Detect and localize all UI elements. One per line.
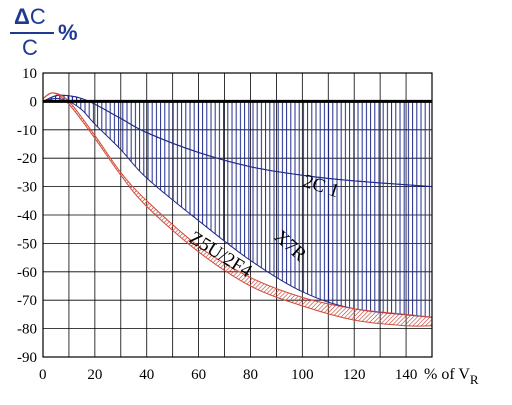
y-tick-label: -20 xyxy=(17,151,37,167)
ylabel-numerator-letter: C xyxy=(29,4,46,29)
band-2c1 xyxy=(43,95,432,187)
y-tick-label: 10 xyxy=(22,66,37,82)
x-tick-label: 140 xyxy=(395,367,418,383)
y-tick-label: -30 xyxy=(17,180,37,196)
x-tick-label: 40 xyxy=(139,367,154,383)
band-x7r xyxy=(43,95,432,318)
plot-frame xyxy=(42,72,433,358)
plot-frame-group xyxy=(42,72,433,358)
ylabel-fraction-bar xyxy=(10,32,54,34)
y-tick-label: -60 xyxy=(17,265,37,281)
x-ticks: 0 20 40 60 80 100 120 140 xyxy=(39,367,417,383)
x-tick-label: 120 xyxy=(343,367,366,383)
x-tick-label: 0 xyxy=(39,367,47,383)
band-x7r-upper-edge xyxy=(42,94,433,188)
y-tick-label: -80 xyxy=(17,322,37,338)
ylabel-denominator: C xyxy=(22,35,38,60)
y-tick-label: -50 xyxy=(17,236,37,252)
y-tick-label: 0 xyxy=(30,94,38,110)
bands xyxy=(42,92,433,327)
x-tick-label: 60 xyxy=(191,367,206,383)
y-ticks: 10 0 -10 -20 -30 -40 -50 -60 -70 -80 -90 xyxy=(17,66,37,366)
ylabel-unit: % xyxy=(58,20,78,45)
ylabel-numerator: ΔC xyxy=(14,4,46,30)
x-axis-label: % of VR xyxy=(424,366,479,387)
y-tick-label: -90 xyxy=(17,350,37,366)
x-axis-label-subscript: R xyxy=(470,372,479,387)
delta-symbol: Δ xyxy=(14,4,30,29)
band-z5u-2f4-lower-edge xyxy=(42,92,433,327)
y-tick-label: -10 xyxy=(17,123,37,139)
y-tick-label: -40 xyxy=(17,208,37,224)
x-tick-label: 20 xyxy=(87,367,102,383)
x-axis-label-prefix: % of V xyxy=(424,366,470,383)
y-tick-label: -70 xyxy=(17,293,37,309)
x-tick-label: 80 xyxy=(243,367,258,383)
x-tick-label: 100 xyxy=(291,367,314,383)
